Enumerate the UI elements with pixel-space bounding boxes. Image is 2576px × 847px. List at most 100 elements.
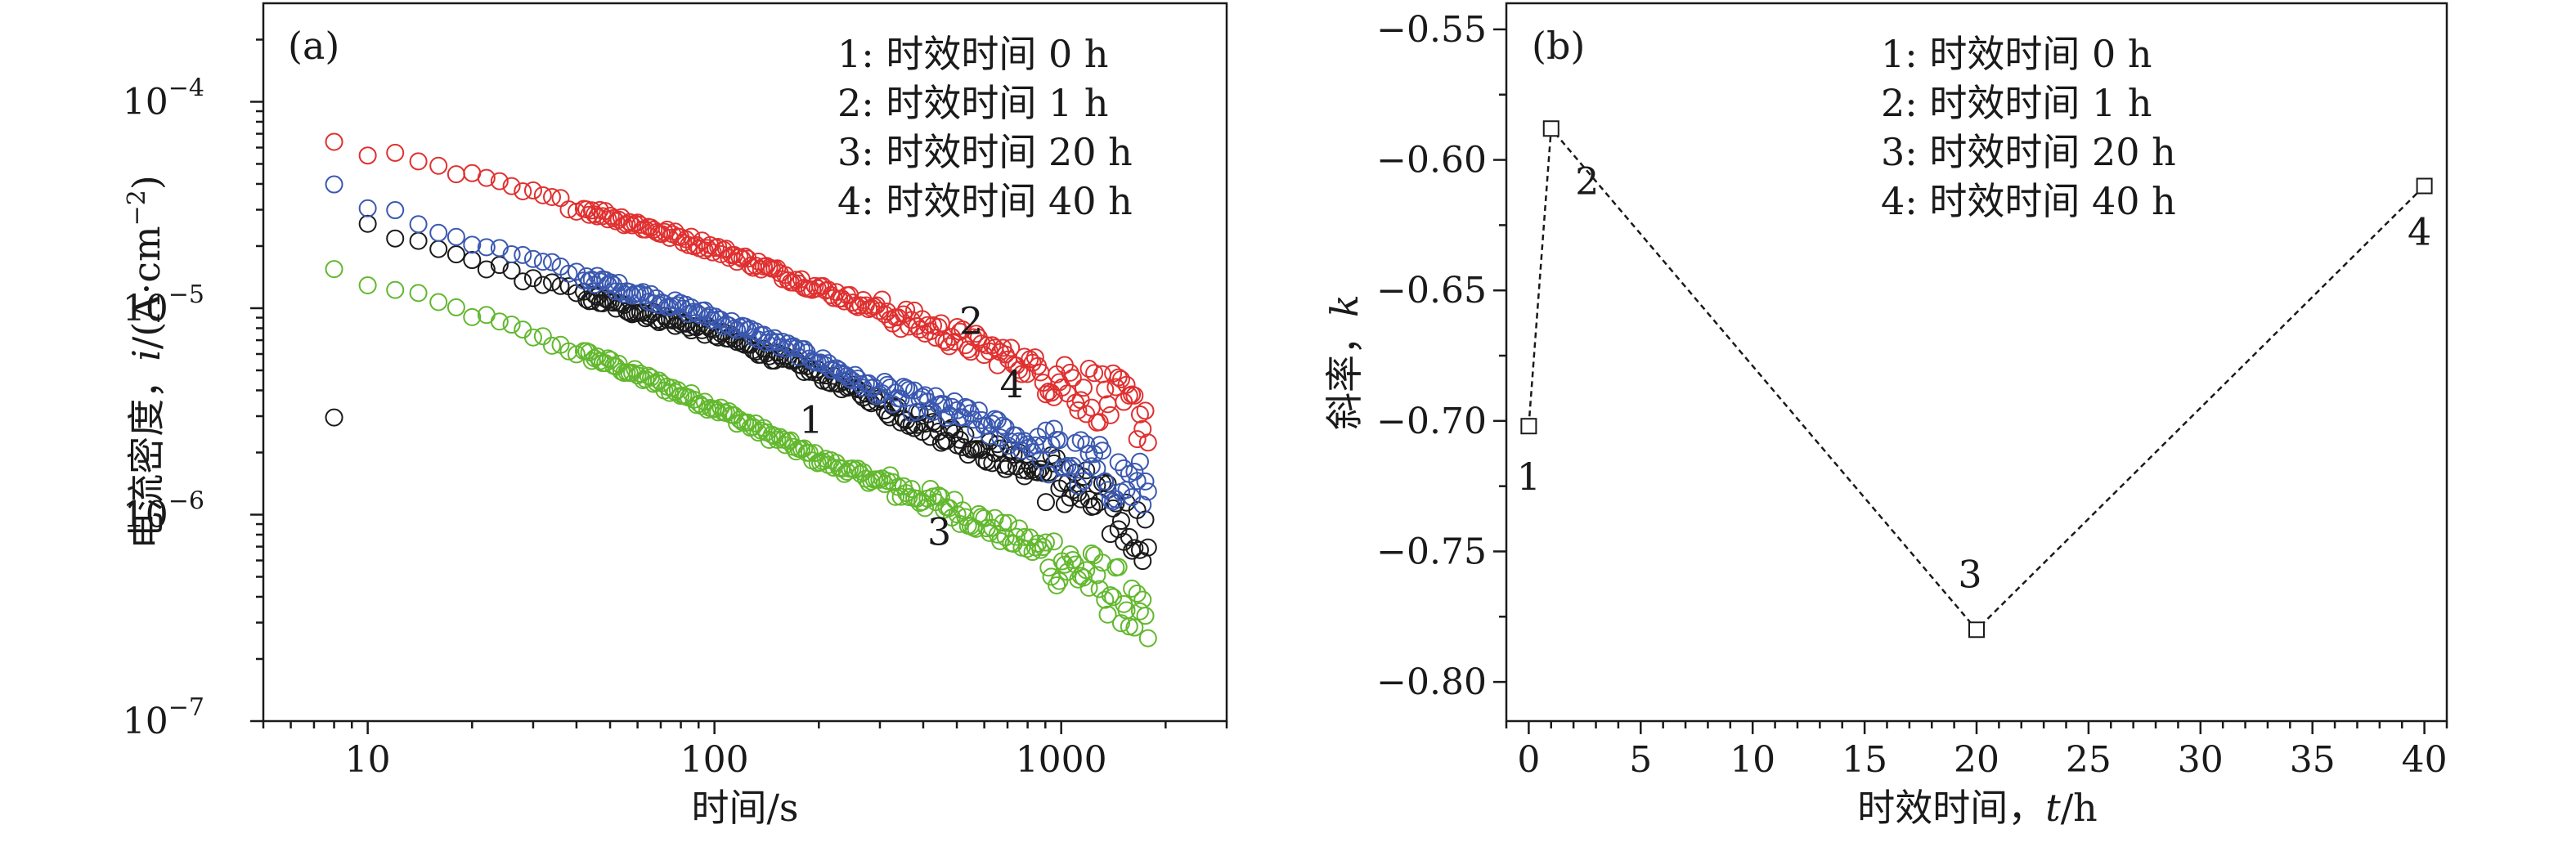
slope-point-3 bbox=[1968, 621, 1985, 639]
series-2-point bbox=[533, 186, 552, 204]
x-tick-label: 1000 bbox=[1016, 739, 1107, 781]
curve-label-3: 3 bbox=[927, 509, 951, 553]
series-4-point bbox=[747, 322, 765, 341]
series-4-point bbox=[1085, 445, 1104, 464]
series-1-point bbox=[1111, 512, 1130, 531]
series-4-point bbox=[463, 235, 482, 254]
series-3-point bbox=[559, 342, 578, 361]
series-1-point bbox=[429, 240, 448, 258]
series-2-point bbox=[429, 156, 448, 175]
series-3-point bbox=[1077, 561, 1096, 580]
panel-a-ylabel-main: 电流密度， bbox=[124, 361, 168, 549]
series-2-point bbox=[1138, 433, 1157, 452]
panel-a-chart: 10 100 1000 10−4 10−5 10−6 10−7 1 2 3 4 (a) 1: 时效… bbox=[123, 2, 1228, 830]
series-3-point bbox=[870, 470, 889, 489]
series-3-point bbox=[902, 480, 921, 499]
slope-point-1 bbox=[1520, 418, 1537, 435]
series-3-point bbox=[1111, 614, 1130, 633]
series-2-point bbox=[631, 215, 649, 234]
series-2-point bbox=[1130, 405, 1149, 424]
series-2-point bbox=[1096, 380, 1115, 399]
panel-a-axis-ticks: 10 100 1000 10−4 10−5 10−6 10−7 bbox=[123, 38, 1228, 781]
series-4-point bbox=[854, 379, 873, 397]
series-3-point bbox=[994, 513, 1012, 532]
series-1-point bbox=[409, 231, 428, 250]
panel-b-chart: 0 5 10 15 20 25 30 35 40 −0.55 −0.60 −0.65 −0.70 −0.7… bbox=[1322, 2, 2448, 830]
series-4-point bbox=[358, 199, 377, 217]
series-2-point bbox=[1101, 406, 1120, 424]
series-4-point bbox=[980, 427, 999, 446]
series-2-point bbox=[1002, 338, 1021, 357]
panel-b-trend-line bbox=[1528, 126, 2426, 632]
series-2-point bbox=[1111, 370, 1130, 388]
slope-point-2 bbox=[1542, 120, 1560, 137]
series-1-point bbox=[902, 415, 921, 434]
series-1-point bbox=[940, 420, 958, 439]
series-2-point bbox=[490, 172, 509, 190]
series-1-point bbox=[447, 245, 465, 264]
panel-b-data-points: 1 2 3 4 bbox=[1517, 120, 2433, 639]
series-4-point bbox=[447, 227, 465, 246]
series-3-point bbox=[883, 473, 902, 491]
series-4-point bbox=[514, 245, 532, 264]
series-2-point bbox=[873, 290, 891, 309]
series-4-point bbox=[728, 320, 747, 339]
series-1-point bbox=[551, 276, 570, 295]
series-4-point bbox=[897, 379, 916, 397]
series-4-point bbox=[875, 372, 894, 391]
y-tick-label: −0.80 bbox=[1376, 661, 1487, 703]
series-3-point bbox=[325, 260, 343, 279]
x-tick-label: 30 bbox=[2178, 739, 2224, 781]
curve-label-4: 4 bbox=[1000, 362, 1024, 406]
series-2-point bbox=[843, 294, 862, 312]
series-4-point bbox=[409, 215, 428, 234]
slope-point-label-1: 1 bbox=[1517, 455, 1541, 499]
panel-a-legend-3: 3: 时效时间 20 h bbox=[837, 130, 1133, 174]
x-tick-label: 10 bbox=[1730, 739, 1775, 781]
series-2-point bbox=[559, 200, 578, 219]
x-tick-label: 5 bbox=[1629, 739, 1652, 781]
series-4-point bbox=[913, 388, 931, 406]
series-2-point bbox=[447, 165, 465, 184]
series-3-point bbox=[1082, 544, 1101, 563]
panel-b-ylabel: 斜率，k bbox=[1322, 294, 1367, 430]
series-3-point bbox=[948, 505, 967, 524]
series-4-point bbox=[1093, 441, 1111, 460]
panel-b-xlabel-unit: /h bbox=[2061, 786, 2098, 830]
series-4-point bbox=[1115, 459, 1133, 477]
panel-a-ylabel-var: i bbox=[124, 349, 168, 361]
series-3-point bbox=[814, 452, 832, 471]
slope-point-label-4: 4 bbox=[2408, 209, 2431, 253]
series-4-point bbox=[1079, 445, 1098, 464]
series-4-point bbox=[1136, 472, 1155, 491]
series-3-point bbox=[1125, 618, 1144, 637]
series-1-point bbox=[1029, 463, 1048, 482]
series-4-point bbox=[1058, 456, 1077, 475]
y-tick-label: −0.60 bbox=[1376, 140, 1487, 182]
series-3-point bbox=[429, 293, 448, 311]
series-1-point bbox=[463, 251, 482, 270]
series-2-point bbox=[1012, 365, 1031, 383]
series-1-point bbox=[533, 276, 552, 294]
series-1-point bbox=[975, 450, 994, 469]
series-3-point bbox=[1096, 590, 1115, 609]
series-4-point bbox=[429, 223, 448, 242]
series-2-point bbox=[1085, 364, 1104, 383]
series-3-point bbox=[447, 298, 465, 316]
series-2-point bbox=[897, 300, 916, 319]
x-tick-label: 15 bbox=[1842, 739, 1887, 781]
series-3-point bbox=[1109, 558, 1128, 576]
panel-b-xlabel-main: 时效时间， bbox=[1857, 786, 2045, 830]
series-3-point bbox=[580, 343, 599, 362]
series-4-point bbox=[490, 239, 509, 258]
series-4-point bbox=[994, 416, 1012, 435]
series-3-point bbox=[972, 508, 991, 527]
series-3-point bbox=[1088, 566, 1106, 585]
series-3-point bbox=[693, 397, 711, 415]
panel-b-xlabel-var: t bbox=[2045, 786, 2061, 830]
series-2-point bbox=[514, 182, 532, 200]
series-4-point bbox=[325, 175, 343, 194]
y-tick-label: 10−5 bbox=[123, 280, 204, 329]
